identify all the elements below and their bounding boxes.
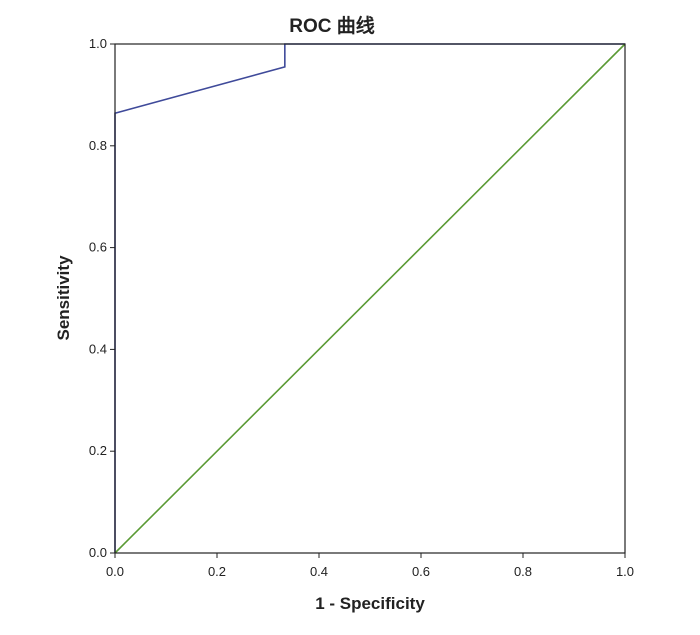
x-tick-label: 0.8 [514,564,532,579]
y-tick-label: 0.4 [89,341,107,356]
y-axis: 0.0 0.2 0.4 0.6 0.8 1.0 [89,36,115,560]
y-tick-label: 0.8 [89,138,107,153]
x-tick-label: 1.0 [616,564,634,579]
series-layer [114,43,626,554]
y-tick-label: 0.0 [89,545,107,560]
y-axis-label: Sensitivity [54,255,73,341]
plot-frame [114,43,626,554]
chart-title: ROC 曲线 [289,14,375,37]
y-tick-label: 0.2 [89,443,107,458]
reference-diagonal-line [114,43,626,554]
x-tick-label: 0.0 [106,564,124,579]
x-tick-label: 0.2 [208,564,226,579]
x-tick-label: 0.6 [412,564,430,579]
y-tick-label: 0.6 [89,240,107,255]
x-axis: 0.0 0.2 0.4 0.6 0.8 1.0 [106,553,634,579]
x-tick-label: 0.4 [310,564,328,579]
y-tick-label: 1.0 [89,36,107,51]
x-axis-label: 1 - Specificity [315,594,425,613]
